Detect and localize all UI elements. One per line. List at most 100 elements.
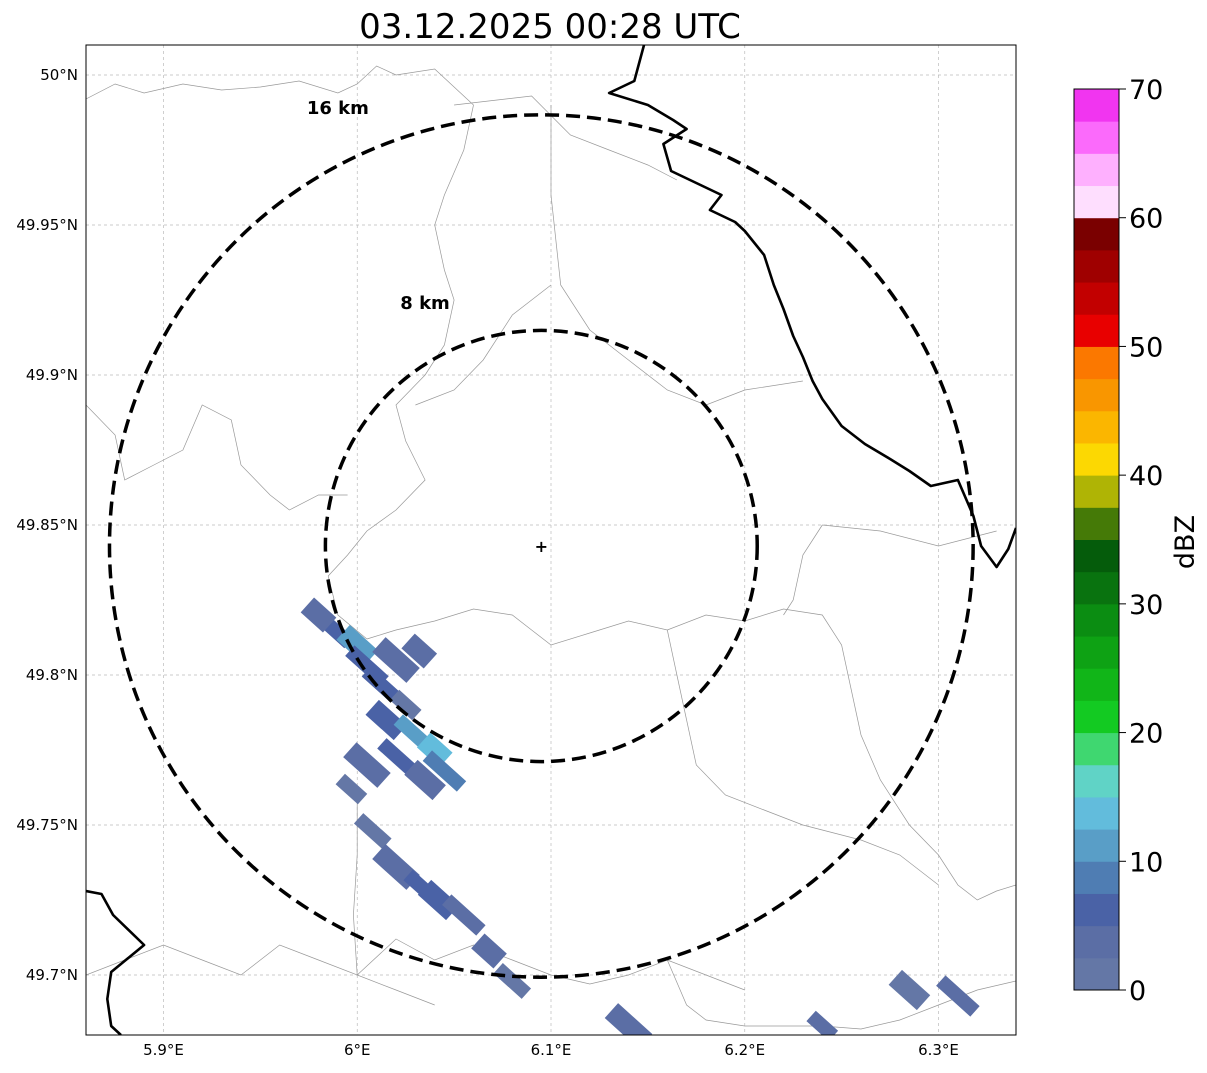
radar-echo-cell (442, 894, 486, 936)
range-ring-label: 8 km (400, 293, 450, 314)
radar-echo-cell (353, 813, 392, 849)
colorbar-tick-label: 30 (1129, 590, 1163, 621)
lon-tick-label: 6.3°E (918, 1041, 959, 1059)
range-rings: 8 km 16 km (107, 98, 975, 979)
radar-echo-cell (493, 963, 532, 999)
region-border-line (550, 105, 803, 406)
radar-echo-cell (471, 933, 507, 969)
colorbar-segment (1074, 796, 1119, 830)
colorbar: 0 10 20 30 40 50 60 70 dBZ (1073, 75, 1201, 1007)
radar-echo-cell (404, 759, 446, 801)
colorbar-segment (1074, 603, 1119, 637)
colorbar-segment (1074, 185, 1119, 219)
colorbar-segment (1074, 507, 1119, 540)
range-ring-label: 16 km (307, 98, 369, 119)
colorbar-segment (1074, 282, 1119, 315)
radar-echo-cell (335, 773, 368, 805)
colorbar-segment (1074, 378, 1119, 412)
radar-echo-cell (422, 750, 467, 792)
radar-echo-cell (372, 637, 420, 683)
lon-tick-label: 5.9°E (143, 1041, 184, 1059)
region-border-line (86, 938, 745, 991)
radar-echo-cell (365, 699, 408, 741)
lon-tick-label: 6°E (344, 1041, 371, 1059)
radar-echo-cell (343, 742, 391, 788)
colorbar-segment (1074, 249, 1119, 283)
latitude-axis: 50°N 49.95°N 49.9°N 49.85°N 49.8°N 49.75°N 49.… (16, 66, 78, 984)
radar-echo-cell (416, 732, 453, 768)
radar-site-plus: + (535, 537, 548, 556)
lat-tick-label: 49.95°N (16, 216, 78, 234)
radar-echo-cell (401, 633, 438, 669)
lat-tick-label: 50°N (40, 66, 78, 84)
colorbar-segment (1074, 732, 1119, 766)
region-border-line (666, 629, 939, 886)
colorbar-segment (1074, 121, 1119, 154)
colorbar-segment (1074, 957, 1119, 991)
colorbar-tick-label: 50 (1129, 332, 1163, 363)
colorbar-frame (1073, 88, 1120, 991)
colorbar-tick-label: 60 (1129, 204, 1163, 235)
colorbar-ticks: 0 10 20 30 40 50 60 70 (1119, 75, 1163, 1007)
region-border-line (86, 404, 348, 511)
colorbar-segment (1074, 700, 1119, 734)
region-border-line (366, 608, 1016, 901)
colorbar-segment (1074, 410, 1119, 444)
region-border-line (454, 95, 678, 181)
colorbar-segment (1074, 153, 1119, 187)
radar-echo-cell (888, 969, 931, 1011)
lat-tick-label: 49.85°N (16, 516, 78, 534)
radar-echo-cell (389, 689, 422, 721)
colorbar-segment (1074, 829, 1119, 862)
colorbar-tick-label: 40 (1129, 461, 1163, 492)
national-border-line (86, 889, 146, 1035)
region-borders (86, 65, 1016, 1030)
colorbar-segment (1074, 539, 1119, 573)
radar-echo-cell (300, 597, 337, 633)
colorbar-segment (1074, 475, 1119, 508)
region-border-line (353, 795, 435, 1006)
lon-tick-label: 6.1°E (531, 1041, 572, 1059)
colorbar-label: dBZ (1170, 515, 1201, 569)
colorbar-segment (1074, 571, 1119, 605)
colorbar-segments (1074, 89, 1119, 991)
colorbar-segment (1074, 636, 1119, 669)
lat-tick-label: 49.9°N (26, 366, 78, 384)
region-border-line (415, 284, 552, 406)
gridlines (86, 45, 1016, 1035)
colorbar-tick-label: 20 (1129, 719, 1163, 750)
lat-tick-label: 49.8°N (26, 666, 78, 684)
radar-echo-cell (806, 1010, 839, 1035)
colorbar-segment (1074, 861, 1119, 894)
range-ring (323, 328, 759, 764)
radar-echo-cell (604, 1003, 653, 1035)
radar-echoes (300, 597, 980, 1035)
national-borders (86, 45, 1016, 1035)
region-border-line (783, 524, 823, 616)
range-ring (107, 113, 975, 979)
radar-echo-cell (336, 624, 379, 666)
map-title: 03.12.2025 00:28 UTC (359, 7, 741, 47)
radar-echo-cell (936, 975, 980, 1017)
colorbar-segment (1074, 442, 1119, 476)
colorbar-tick-label: 0 (1129, 976, 1146, 1007)
map-frame (85, 44, 1017, 1036)
longitude-axis: 5.9°E 6°E 6.1°E 6.2°E 6.3°E (143, 1041, 959, 1059)
colorbar-segment (1074, 346, 1119, 380)
region-border-line (86, 65, 474, 106)
national-border-line (607, 45, 1016, 569)
colorbar-segment (1074, 314, 1119, 347)
colorbar-segment (1074, 668, 1119, 701)
colorbar-segment (1074, 217, 1119, 251)
lon-tick-label: 6.2°E (724, 1041, 765, 1059)
colorbar-segment (1074, 89, 1119, 122)
region-border-line (822, 524, 997, 547)
colorbar-segment (1074, 925, 1119, 959)
map-plot-area[interactable]: 8 km 16 km + (85, 44, 1017, 1049)
region-border-line (327, 104, 474, 640)
lat-tick-label: 49.75°N (16, 816, 78, 834)
colorbar-tick-label: 70 (1129, 75, 1163, 106)
colorbar-segment (1074, 764, 1119, 798)
